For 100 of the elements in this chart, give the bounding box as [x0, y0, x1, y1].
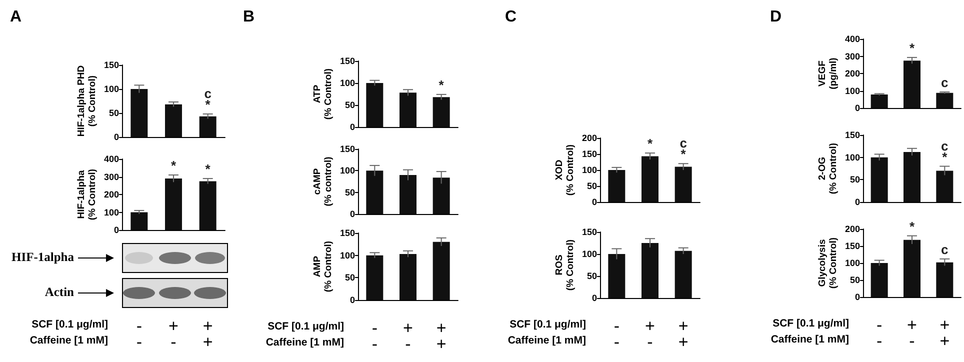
bar [366, 83, 384, 127]
bar [642, 156, 658, 202]
y-axis-title: HIF-1alpha (% Control) [76, 168, 98, 220]
x-tick-label: + - [907, 316, 918, 350]
annotation: c [204, 86, 212, 101]
y-tick-label: 100 [844, 258, 860, 268]
y-tick-label: 100 [844, 152, 860, 162]
bar [400, 92, 416, 127]
x-tick-label: + - [645, 316, 656, 352]
bar [130, 212, 148, 230]
x-tick-label: + - [403, 318, 414, 354]
bar [642, 243, 658, 298]
bar [432, 178, 450, 214]
x-tick-label: - - [876, 316, 882, 350]
bar [904, 60, 920, 108]
bar [432, 97, 450, 127]
y-tick-label: 50 [344, 272, 355, 283]
bar [936, 92, 954, 108]
y-tick-label: 100 [844, 86, 860, 96]
annotation: * [909, 218, 916, 234]
text: HIF-1alpha [11, 250, 74, 265]
y-tick-label: 300 [844, 51, 860, 62]
annotation: * [170, 158, 177, 173]
chart-title: B [243, 8, 255, 26]
y-axis-title: ROS (% Control) [554, 239, 576, 291]
bar [608, 170, 626, 202]
bar [400, 175, 416, 214]
x-tick-label: + + [202, 316, 213, 352]
y-axis-title: AMP (% Control) [312, 240, 334, 292]
x-tick-label: + + [940, 316, 950, 350]
text: Caffeine [1 mM] [508, 334, 586, 346]
bar [936, 170, 954, 202]
annotation: * [909, 40, 916, 56]
y-axis-title: XOD (% Control) [554, 144, 576, 196]
annotation: c [941, 74, 948, 90]
x-tick-label: - - [372, 318, 378, 354]
annotation: * [647, 136, 654, 152]
text: Actin [44, 285, 74, 300]
y-tick-label: 100 [340, 166, 355, 176]
y-tick-label: 0 [854, 103, 860, 113]
text: Caffeine [1 mM] [266, 336, 344, 348]
bar [366, 255, 384, 300]
bar [199, 116, 216, 137]
y-axis-title: ATP (% Control) [312, 68, 334, 120]
chart-title: A [10, 8, 22, 26]
y-tick-label: 0 [350, 295, 355, 305]
y-tick-label: 100 [340, 250, 355, 260]
bar [674, 166, 692, 202]
y-tick-label: 400 [844, 34, 860, 44]
y-tick-label: 100 [340, 78, 355, 88]
bar [608, 254, 626, 298]
text: SCF [0.1 μg/ml] [772, 318, 849, 330]
y-axis-title: cAMP (% control) [312, 156, 334, 206]
y-tick-label: 200 [582, 133, 597, 143]
y-tick-label: 200 [104, 190, 119, 200]
y-tick-label: 400 [104, 154, 119, 164]
bar [165, 178, 182, 230]
y-axis-title: 2-OG (% Control) [817, 142, 839, 194]
text: SCF [0.1 μg/ml] [268, 320, 344, 332]
chart-title: D [770, 8, 782, 26]
bar [904, 152, 920, 202]
y-tick-label: 200 [844, 68, 860, 78]
bar [199, 181, 216, 230]
y-tick-label: 50 [850, 174, 860, 185]
annotation: * [205, 162, 212, 177]
bar [870, 157, 888, 202]
y-tick-label: 0 [854, 197, 860, 207]
bar [130, 89, 148, 137]
y-tick-label: 50 [344, 187, 355, 198]
y-tick-label: 150 [340, 56, 355, 66]
bar [936, 262, 954, 297]
x-tick-label: + + [678, 316, 688, 352]
x-tick-label: - - [614, 316, 620, 352]
y-tick-label: 50 [850, 275, 860, 285]
y-axis-title: Glycolysis (% Control) [817, 237, 839, 289]
y-tick-label: 50 [344, 100, 355, 110]
y-axis-title: VEGF (pg/ml) [817, 58, 839, 90]
y-tick-label: 150 [582, 227, 597, 237]
text: Caffeine [1 mM] [30, 334, 108, 346]
y-tick-label: 150 [104, 60, 119, 70]
text: Caffeine [1 mM] [770, 334, 849, 346]
y-tick-label: 0 [114, 225, 119, 235]
annotation: c [941, 242, 948, 257]
text: SCF [0.1 μg/ml] [510, 318, 586, 330]
y-tick-label: 50 [586, 271, 597, 281]
bar [674, 250, 692, 298]
annotation: c [941, 138, 948, 154]
y-tick-label: 300 [104, 172, 119, 182]
x-tick-label: + - [168, 316, 179, 352]
text: SCF [0.1 μg/ml] [32, 318, 108, 330]
x-tick-label: + + [436, 318, 446, 354]
y-tick-label: 200 [844, 224, 860, 234]
y-tick-label: 100 [104, 207, 119, 218]
bar [432, 242, 450, 300]
chart-title: C [505, 8, 517, 26]
y-tick-label: 150 [340, 144, 355, 154]
x-tick-label: - - [136, 316, 142, 352]
bar [165, 104, 182, 137]
y-tick-label: 100 [104, 84, 119, 94]
y-tick-label: 0 [592, 197, 597, 207]
